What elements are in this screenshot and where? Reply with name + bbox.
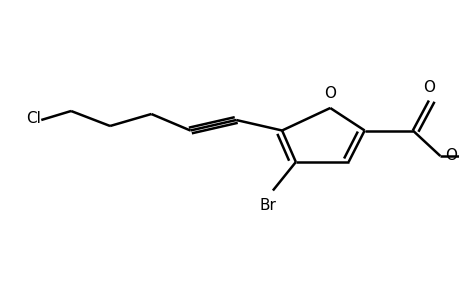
Text: Cl: Cl [26, 111, 41, 126]
Text: O: O [324, 86, 336, 101]
Text: O: O [422, 80, 434, 95]
Text: O: O [444, 148, 456, 164]
Text: Br: Br [259, 198, 276, 213]
